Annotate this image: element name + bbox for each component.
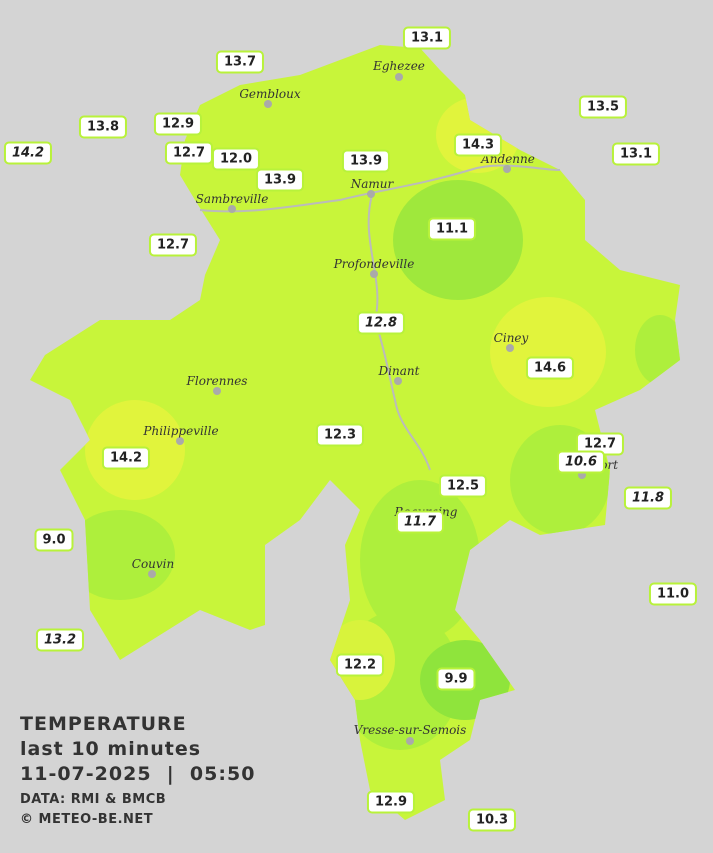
town-dot — [148, 570, 156, 578]
town-dot — [228, 205, 236, 213]
river — [367, 194, 431, 471]
town-label: Profondeville — [333, 257, 415, 271]
station-value: 10.6 — [556, 450, 606, 474]
town-label: Dinant — [378, 364, 420, 378]
zone — [65, 510, 175, 600]
station-value: 10.3 — [467, 808, 517, 832]
river — [199, 164, 561, 213]
legend-datetime: 11-07-2025 | 05:50 — [20, 763, 256, 785]
legend-title: TEMPERATURE — [20, 713, 187, 735]
station-value: 13.9 — [341, 149, 391, 173]
town-dot — [406, 737, 414, 745]
station-value: 11.7 — [395, 510, 445, 534]
station-value: 12.7 — [164, 141, 214, 165]
legend-source: DATA: RMI & BMCB — [20, 792, 167, 807]
town-label: Namur — [350, 177, 394, 191]
station-value: 9.0 — [34, 528, 74, 552]
town-label: Vresse-sur-Semois — [353, 723, 467, 737]
station-value: 12.2 — [335, 653, 385, 677]
town-label: Florennes — [186, 374, 248, 388]
town-dot — [506, 344, 514, 352]
station-value: 13.2 — [35, 628, 85, 652]
town-dot — [213, 387, 221, 395]
town-label: Gembloux — [239, 87, 301, 101]
legend-subtitle: last 10 minutes — [20, 738, 202, 760]
station-value: 12.9 — [366, 790, 416, 814]
town-dot — [264, 100, 272, 108]
zone — [490, 297, 606, 407]
town-dot — [370, 270, 378, 278]
station-value: 11.0 — [648, 582, 698, 606]
town-label: Couvin — [131, 557, 175, 571]
station-value: 13.5 — [578, 95, 628, 119]
station-value: 12.8 — [356, 311, 406, 335]
town-label: Sambreville — [195, 192, 269, 206]
legend-block: TEMPERATURE last 10 minutes 11-07-2025 |… — [20, 712, 255, 830]
legend-copyright: © METEO-BE.NET — [20, 812, 154, 827]
station-value: 12.0 — [211, 147, 261, 171]
station-value: 12.5 — [438, 474, 488, 498]
station-value: 13.1 — [611, 142, 661, 166]
station-value: 14.6 — [525, 356, 575, 380]
station-value: 11.8 — [623, 486, 673, 510]
station-value: 12.9 — [153, 112, 203, 136]
town-dot — [578, 471, 586, 479]
station-value: 14.2 — [101, 446, 151, 470]
town-label: Ciney — [493, 331, 529, 345]
town-label: Philippeville — [143, 424, 219, 438]
town-dot — [176, 437, 184, 445]
town-dot — [395, 73, 403, 81]
zone — [635, 315, 680, 385]
station-value: 12.3 — [315, 423, 365, 447]
station-value: 12.7 — [148, 233, 198, 257]
station-value: 14.2 — [3, 141, 53, 165]
town-dot — [503, 165, 511, 173]
station-value: 13.1 — [402, 26, 452, 50]
zone — [360, 480, 480, 640]
station-value: 11.1 — [427, 217, 477, 241]
station-value: 9.9 — [436, 667, 476, 691]
town-label: Eghezee — [373, 59, 425, 73]
town-dot — [394, 377, 402, 385]
station-value: 13.9 — [255, 168, 305, 192]
station-value: 13.7 — [215, 50, 265, 74]
town-dot — [367, 190, 375, 198]
station-value: 13.8 — [78, 115, 128, 139]
station-value: 14.3 — [453, 133, 503, 157]
